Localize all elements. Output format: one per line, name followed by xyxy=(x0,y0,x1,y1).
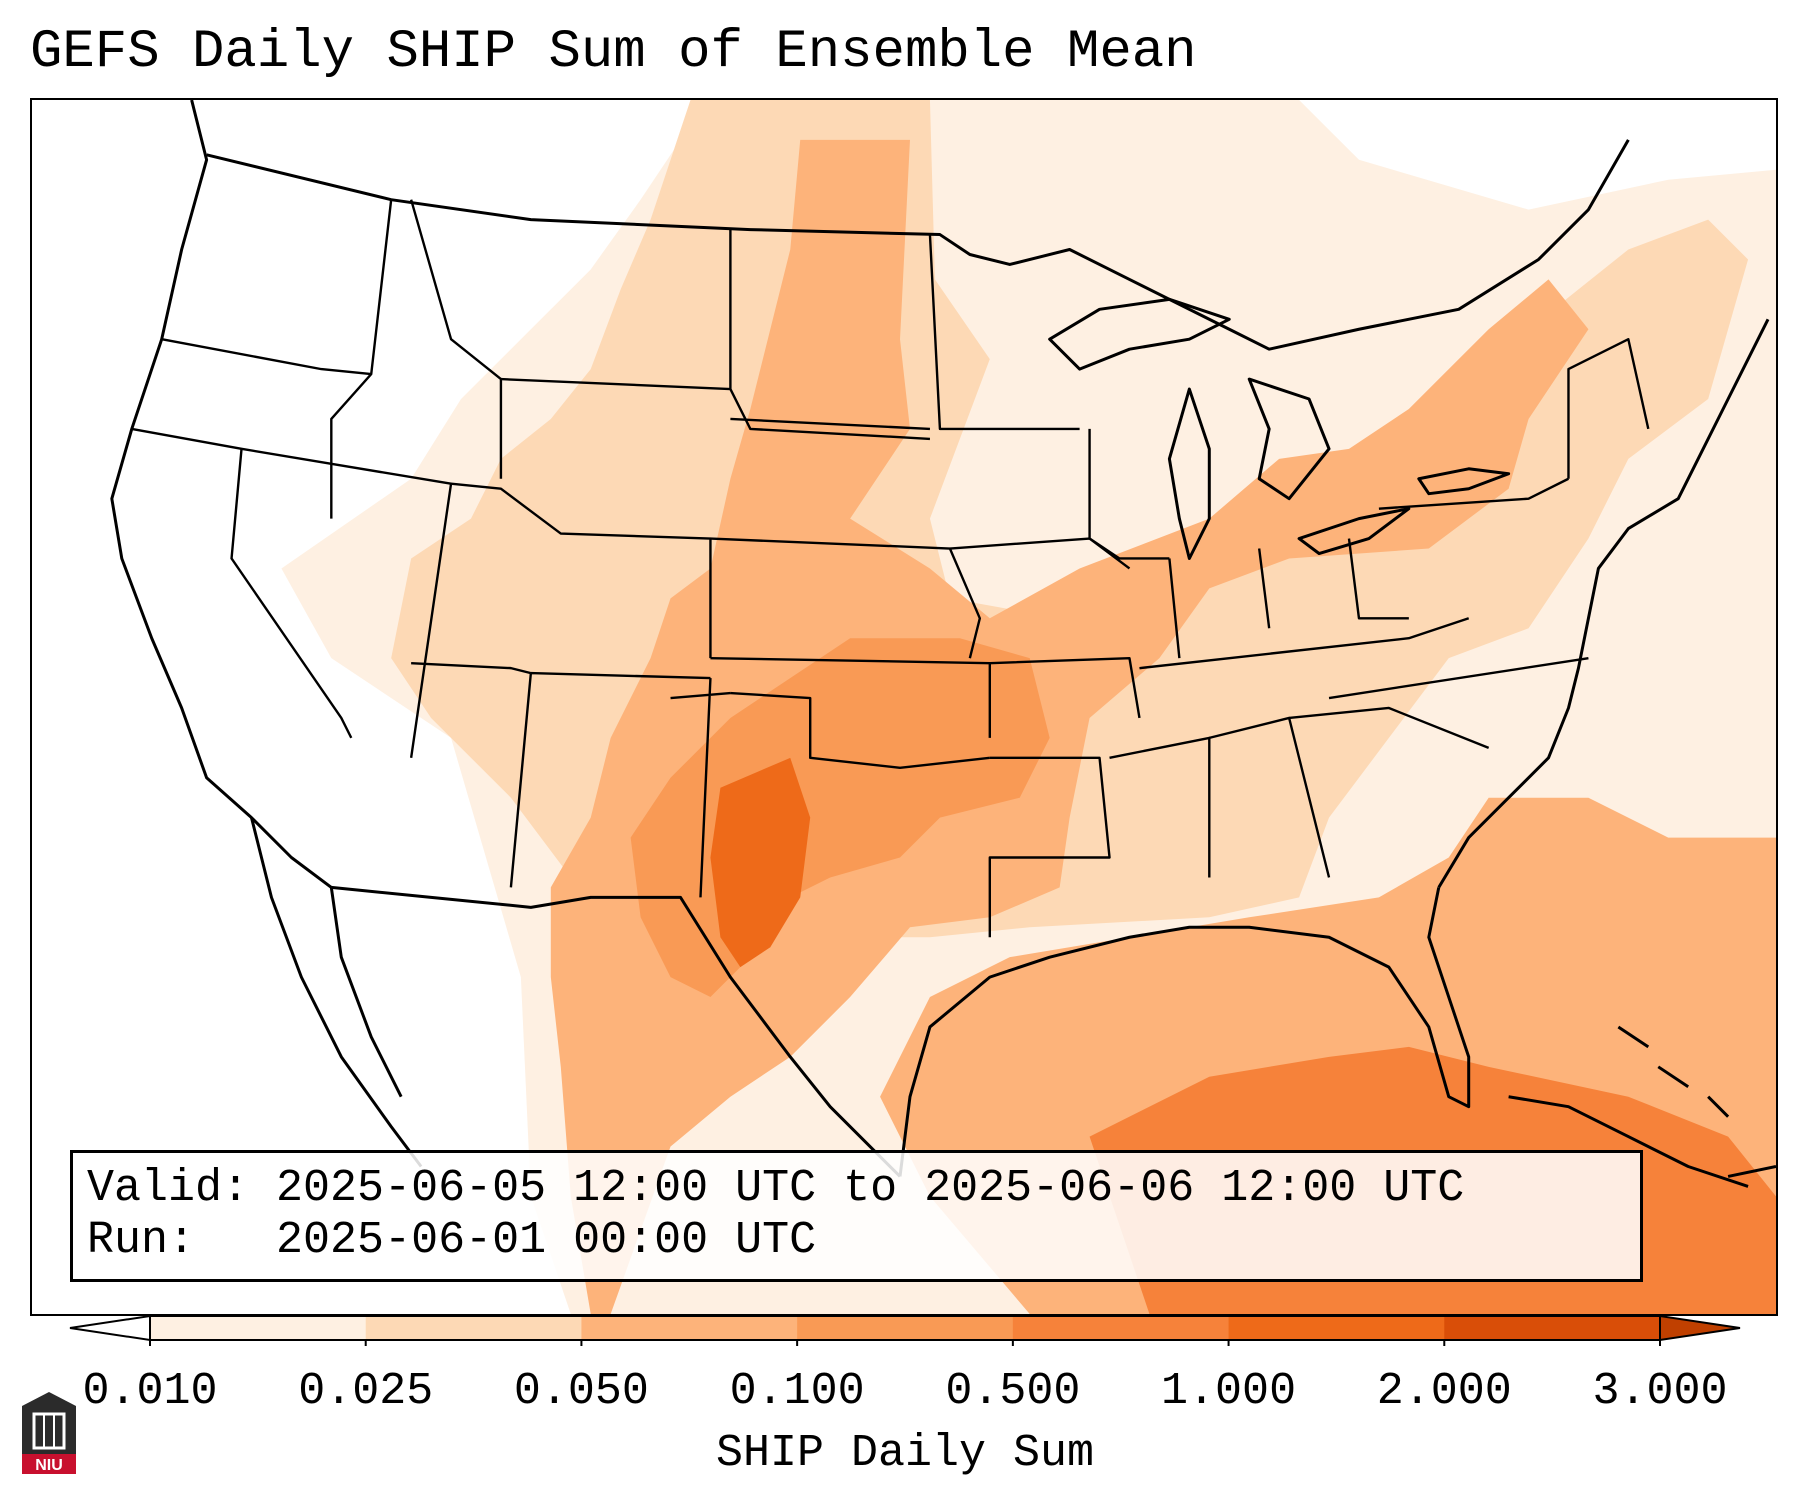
or-ca-nv-border xyxy=(131,427,332,465)
colorbar-tick-label: 2.000 xyxy=(1376,1366,1512,1417)
colorbar-outline xyxy=(149,1315,1661,1341)
wi-il-border xyxy=(1088,428,1170,560)
run-line: Run: 2025-06-01 00:00 UTC xyxy=(87,1215,816,1267)
colorbar-tick-label: 0.500 xyxy=(945,1366,1081,1417)
lake-erie xyxy=(1297,507,1411,556)
logo-text: NIU xyxy=(35,1457,63,1474)
ne-ks-border xyxy=(710,537,982,659)
logo-building xyxy=(32,1412,66,1450)
colorbar-tick-label: 0.010 xyxy=(82,1366,218,1417)
va-nc-border xyxy=(1328,656,1589,700)
ar-la-border xyxy=(988,756,1111,938)
lake-huron xyxy=(1247,377,1331,501)
wa-or-border xyxy=(161,338,372,376)
baja-coastline xyxy=(250,817,423,1168)
nc-sc-border xyxy=(1288,706,1490,749)
mexico-border xyxy=(331,885,902,1178)
colorbar-segment-5 xyxy=(1012,1316,1230,1340)
lake-ontario xyxy=(1417,467,1511,496)
logo-band xyxy=(22,1454,76,1474)
map-title: GEFS Daily SHIP Sum of Ensemble Mean xyxy=(30,22,1197,83)
gulf-coastline xyxy=(898,887,1471,1177)
valid-line: Valid: 2025-06-05 12:00 UTC to 2025-06-0… xyxy=(87,1163,1464,1215)
ut-az-border xyxy=(411,661,532,675)
shade-darker xyxy=(710,757,811,968)
colorbar xyxy=(69,1314,1741,1346)
colorbar-tick-label: 0.100 xyxy=(729,1366,865,1417)
east-coastline xyxy=(1437,318,1770,889)
oh-pa-border xyxy=(1347,538,1409,620)
id-west-border xyxy=(330,199,393,519)
colorbar-segment-7 xyxy=(1444,1316,1661,1340)
state-lines xyxy=(131,199,1650,938)
colorbar-label: SHIP Daily Sum xyxy=(715,1428,1095,1479)
colorbar-tick-label: 3.000 xyxy=(1592,1366,1728,1417)
info-box: Valid: 2025-06-05 12:00 UTC to 2025-06-0… xyxy=(70,1150,1643,1282)
niu-logo: NIU xyxy=(22,1392,76,1474)
ok-tx-border xyxy=(730,691,990,769)
cuba-coastline xyxy=(1508,1095,1749,1188)
boundaries xyxy=(110,100,1770,1188)
mn-ia-border xyxy=(928,234,1080,431)
nd-sd-border xyxy=(729,229,931,441)
hispaniola xyxy=(1727,1165,1776,1178)
colorbar-tick-label: 0.050 xyxy=(513,1366,649,1417)
mo-ar-border xyxy=(989,656,1141,719)
colorbar-segments xyxy=(150,1316,1661,1340)
map-panel: Valid: 2025-06-05 12:00 UTC to 2025-06-0… xyxy=(30,98,1778,1316)
id-wy-border xyxy=(409,199,503,479)
colorbar-tick-label: 1.000 xyxy=(1161,1366,1297,1417)
tn-ky-border xyxy=(1139,617,1470,670)
canada-border xyxy=(206,139,1630,351)
lake-michigan xyxy=(1167,387,1211,560)
colorbar-ticks xyxy=(149,1340,1661,1346)
ship-shading xyxy=(281,100,1776,1314)
az-nm-border xyxy=(509,671,711,888)
colorbar-under-arrow xyxy=(69,1314,151,1342)
ship-map xyxy=(110,100,1776,1314)
valid-label: Valid: xyxy=(87,1163,250,1214)
mt-wy-border xyxy=(500,377,731,391)
in-oh-border xyxy=(1257,548,1271,629)
ny-new-england-border xyxy=(1567,338,1650,479)
pa-ny-border xyxy=(1378,477,1570,510)
lake-superior xyxy=(1048,297,1231,371)
caribbean-islands xyxy=(1617,1025,1776,1178)
nm-tx-border xyxy=(670,678,731,898)
colorbar-segment-6 xyxy=(1228,1316,1445,1340)
run-label: Run: xyxy=(87,1215,196,1266)
ca-nv-border xyxy=(230,448,353,739)
colorbar-segment-4 xyxy=(797,1316,1014,1340)
bahamas xyxy=(1617,1025,1730,1118)
colorbar-segment-1 xyxy=(150,1316,367,1340)
sd-ne-border xyxy=(730,417,931,431)
colorbar-over-arrow xyxy=(1659,1314,1741,1342)
colorbar-segment-2 xyxy=(365,1316,582,1340)
run-value: 2025-06-01 00:00 UTC xyxy=(276,1215,817,1266)
valid-value: 2025-06-05 12:00 UTC to 2025-06-06 12:00… xyxy=(276,1163,1465,1214)
colorbar-tick-label: 0.025 xyxy=(298,1366,434,1417)
il-in-border xyxy=(1168,558,1181,659)
wy-co-ut-border xyxy=(450,482,712,659)
west-coastline xyxy=(110,100,333,889)
colorbar-segment-3 xyxy=(581,1316,798,1340)
